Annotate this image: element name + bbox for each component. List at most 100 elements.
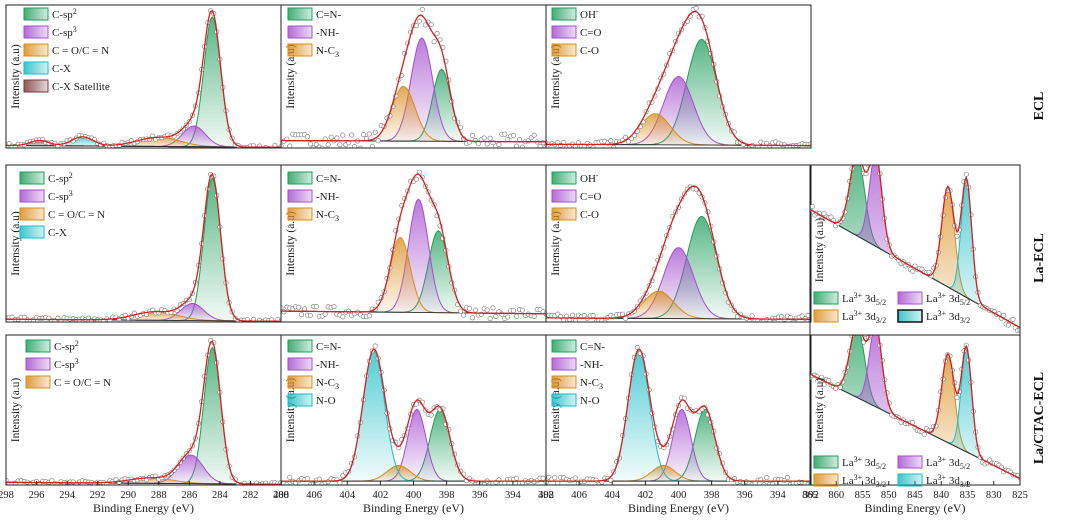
data-point (413, 23, 419, 29)
legend-swatch (23, 43, 49, 57)
x-tick-label: 280 (273, 490, 289, 501)
peak-fill-1 (546, 76, 811, 146)
x-tick-label: 406 (571, 490, 587, 501)
legend: C-sp2 C-sp3 C = O/C = N C-X (19, 171, 105, 239)
legend-label: -NH- (580, 359, 604, 371)
x-tick-label: 835 (960, 490, 976, 501)
chart-o1s-la-ctac-ecl: Intensity (a.u)408 406 404 402 400 398 396 394 3… (538, 334, 819, 515)
data-point (857, 150, 861, 154)
legend-label: C=N- (316, 341, 341, 353)
row-label-ecl: ECL (1032, 92, 1047, 121)
x-tick-label: 282 (243, 490, 259, 501)
legend-label: C = O/C = N (54, 377, 111, 389)
data-point (540, 140, 546, 146)
data-point (1001, 312, 1007, 318)
data-point (857, 326, 861, 330)
data-point (499, 311, 505, 317)
data-point (876, 327, 880, 331)
data-point (859, 329, 863, 333)
legend: C=N- -NH- N-C3 (287, 7, 341, 59)
data-point (963, 171, 969, 177)
legend-label: -NH- (316, 191, 340, 203)
data-point (569, 312, 575, 318)
legend: C=N- -NH- N-C3 (287, 171, 341, 223)
plot-area (6, 337, 281, 485)
y-axis-label: Intensity (a.u) (10, 44, 22, 109)
peak-fill-3 (810, 179, 1020, 328)
legend-swatch (551, 43, 577, 57)
data-point (511, 132, 517, 138)
legend-swatch (287, 43, 313, 57)
legend-swatch (813, 455, 839, 469)
envelope-fit (6, 9, 281, 148)
x-tick-label: 850 (881, 490, 897, 501)
data-point (484, 141, 490, 147)
envelope-fit (546, 185, 811, 320)
legend-swatch (551, 375, 577, 389)
data-point (876, 157, 880, 161)
legend-swatch (813, 291, 839, 305)
row-label-la-ecl: La-ECL (1032, 233, 1047, 283)
data-point (431, 39, 437, 45)
legend-label: C-sp2 (52, 7, 77, 21)
data-point (416, 18, 422, 24)
x-tick-label: 400 (406, 490, 422, 501)
data-point (422, 22, 428, 28)
data-point (310, 145, 316, 148)
legend-swatch (813, 309, 839, 323)
legend-swatch (19, 171, 45, 185)
peak-fill-1 (546, 247, 811, 320)
envelope-fit (6, 340, 281, 485)
legend-swatch (897, 455, 923, 469)
data-point (693, 5, 699, 11)
legend-label: C-X (48, 227, 67, 239)
legend-swatch (551, 357, 577, 371)
data-point (490, 305, 496, 311)
legend-swatch (287, 25, 313, 39)
data-point (281, 305, 284, 311)
legend: La3+ 3d5/2 La3+ 3d5/2 La3+ 3d3/2 La3+ 3d3/2 (813, 291, 970, 325)
data-point (366, 313, 372, 319)
plot-area (281, 7, 546, 148)
x-tick-label: 396 (737, 490, 753, 501)
data-point (469, 132, 475, 138)
data-point (502, 131, 508, 137)
data-point (434, 30, 440, 36)
row-label-la-ctac-ecl: La/CTAC-ECL (1032, 372, 1047, 464)
legend-label: C-X (52, 63, 71, 75)
data-point (487, 316, 493, 322)
data-point (428, 21, 434, 27)
data-point (871, 148, 875, 152)
legend-swatch (897, 473, 923, 487)
data-point (622, 134, 628, 140)
legend-swatch (551, 189, 577, 203)
legend-label: N-C3 (316, 377, 339, 391)
data-point (519, 307, 525, 313)
legend-label: N-O (316, 395, 336, 407)
y-axis-label: Intensity (a.u) (550, 44, 562, 109)
x-tick-label: 292 (90, 490, 106, 501)
data-point (352, 144, 358, 148)
legend-swatch (287, 339, 313, 353)
legend-label: C-sp2 (54, 339, 79, 353)
plot-area (281, 343, 546, 485)
data-point (1010, 316, 1016, 322)
envelope-fit (810, 165, 1020, 329)
data-point (593, 477, 599, 483)
data-point (322, 311, 328, 317)
x-tick-label: 408 (273, 490, 289, 501)
data-point (873, 146, 877, 150)
legend-swatch (551, 7, 577, 21)
data-point (281, 309, 287, 315)
data-point (296, 304, 302, 310)
data-point (602, 319, 608, 322)
data-point (987, 457, 993, 463)
legend-label: La3+ 3d5/2 (842, 455, 886, 471)
legend-swatch (19, 189, 45, 203)
x-tick-label: 284 (212, 490, 229, 501)
legend: C=N- -NH- N-C3 N-O (551, 339, 605, 407)
data-point (458, 308, 464, 314)
data-point (514, 475, 520, 481)
peak-fill-1 (281, 199, 546, 314)
